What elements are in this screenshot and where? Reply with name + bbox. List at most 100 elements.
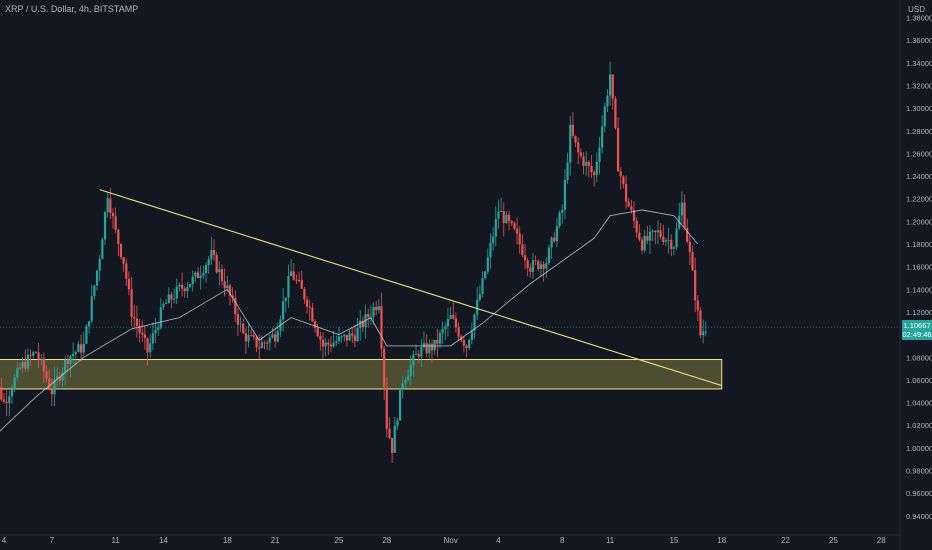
candle-down bbox=[50, 388, 53, 395]
y-tick-label: 1.00000 bbox=[906, 444, 932, 453]
x-tick-label: 4 bbox=[496, 536, 501, 545]
candle-up bbox=[21, 362, 24, 368]
candle-down bbox=[590, 165, 593, 173]
candle-down bbox=[515, 228, 519, 234]
candle-down bbox=[502, 211, 505, 224]
candle-down bbox=[388, 428, 391, 438]
candle-down bbox=[212, 250, 216, 255]
candle-up bbox=[595, 161, 598, 176]
candle-up bbox=[372, 306, 375, 317]
candle-down bbox=[686, 227, 689, 242]
candle-up bbox=[569, 124, 572, 163]
candle-up bbox=[473, 314, 476, 331]
candle-down bbox=[375, 306, 378, 310]
candle-up bbox=[598, 147, 601, 162]
candle-up bbox=[476, 299, 479, 315]
candle-up bbox=[56, 376, 59, 380]
candle-up bbox=[154, 329, 157, 334]
candle-down bbox=[305, 299, 309, 307]
x-tick-label: 8 bbox=[560, 536, 565, 545]
candle-down bbox=[2, 399, 6, 402]
candle-up bbox=[664, 240, 668, 242]
candle-down bbox=[691, 252, 694, 270]
candle-down bbox=[266, 342, 269, 344]
candle-down bbox=[117, 229, 120, 245]
candle-down bbox=[135, 318, 139, 326]
candle-down bbox=[313, 321, 317, 329]
candle-up bbox=[191, 276, 194, 285]
candle-down bbox=[29, 354, 32, 356]
y-tick-label: 1.34000 bbox=[906, 59, 932, 68]
candle-up bbox=[422, 343, 426, 348]
candle-down bbox=[223, 281, 226, 289]
candle-up bbox=[260, 342, 263, 349]
candle-up bbox=[103, 212, 107, 240]
candle-up bbox=[194, 272, 197, 277]
candle-up bbox=[609, 74, 612, 96]
candle-up bbox=[585, 161, 588, 166]
candle-down bbox=[5, 401, 8, 404]
candle-up bbox=[675, 228, 678, 248]
candle-down bbox=[127, 278, 131, 290]
candle-down bbox=[452, 315, 455, 319]
y-tick-label: 1.32000 bbox=[906, 81, 932, 90]
y-tick-label: 1.02000 bbox=[906, 421, 932, 430]
candle-up bbox=[406, 375, 410, 381]
candle-up bbox=[101, 239, 104, 259]
candle-down bbox=[316, 328, 319, 337]
candle-down bbox=[361, 320, 364, 327]
candle-down bbox=[300, 280, 303, 289]
candle-up bbox=[478, 294, 481, 300]
candle-up bbox=[159, 307, 162, 328]
candle-up bbox=[95, 270, 99, 286]
candle-up bbox=[204, 264, 208, 274]
candle-down bbox=[521, 244, 524, 256]
x-tick-label: 21 bbox=[271, 536, 280, 545]
moving-average-line bbox=[0, 209, 699, 432]
candle-down bbox=[624, 183, 628, 202]
currency-label: USD bbox=[908, 5, 925, 14]
candle-down bbox=[303, 288, 306, 300]
candle-up bbox=[672, 247, 675, 249]
candle-up bbox=[481, 278, 484, 295]
candle-down bbox=[133, 317, 136, 319]
y-tick-label: 1.18000 bbox=[906, 240, 932, 249]
candle-up bbox=[337, 336, 341, 342]
descending-trendline bbox=[99, 189, 722, 387]
candle-down bbox=[542, 264, 545, 269]
candle-up bbox=[343, 334, 346, 337]
candle-up bbox=[566, 162, 569, 181]
candle-up bbox=[287, 275, 290, 298]
candle-down bbox=[329, 344, 333, 347]
bar-countdown: 02:49:46 bbox=[902, 330, 932, 339]
y-tick-label: 1.14000 bbox=[906, 285, 932, 294]
y-tick-label: 1.04000 bbox=[906, 399, 932, 408]
candle-up bbox=[558, 212, 561, 226]
y-tick-label: 0.98000 bbox=[906, 467, 932, 476]
candle-up bbox=[16, 367, 19, 378]
candle-down bbox=[630, 206, 633, 211]
x-tick-label: 28 bbox=[877, 536, 886, 545]
candle-up bbox=[87, 321, 91, 327]
candle-down bbox=[683, 202, 686, 228]
candle-down bbox=[391, 437, 394, 453]
candle-up bbox=[165, 303, 168, 305]
candle-down bbox=[242, 323, 245, 334]
candle-down bbox=[425, 343, 428, 354]
x-tick-label: 18 bbox=[717, 536, 726, 545]
candle-down bbox=[0, 387, 3, 400]
candle-down bbox=[244, 333, 248, 342]
candle-down bbox=[523, 255, 527, 261]
candle-up bbox=[239, 323, 242, 325]
candle-down bbox=[119, 244, 123, 258]
y-tick-label: 1.08000 bbox=[906, 353, 932, 362]
candle-down bbox=[654, 230, 657, 233]
candle-down bbox=[640, 239, 644, 251]
candle-down bbox=[659, 230, 662, 237]
candle-up bbox=[348, 333, 351, 341]
candle-up bbox=[680, 202, 683, 216]
candle-up bbox=[290, 271, 293, 276]
candle-down bbox=[587, 161, 590, 166]
